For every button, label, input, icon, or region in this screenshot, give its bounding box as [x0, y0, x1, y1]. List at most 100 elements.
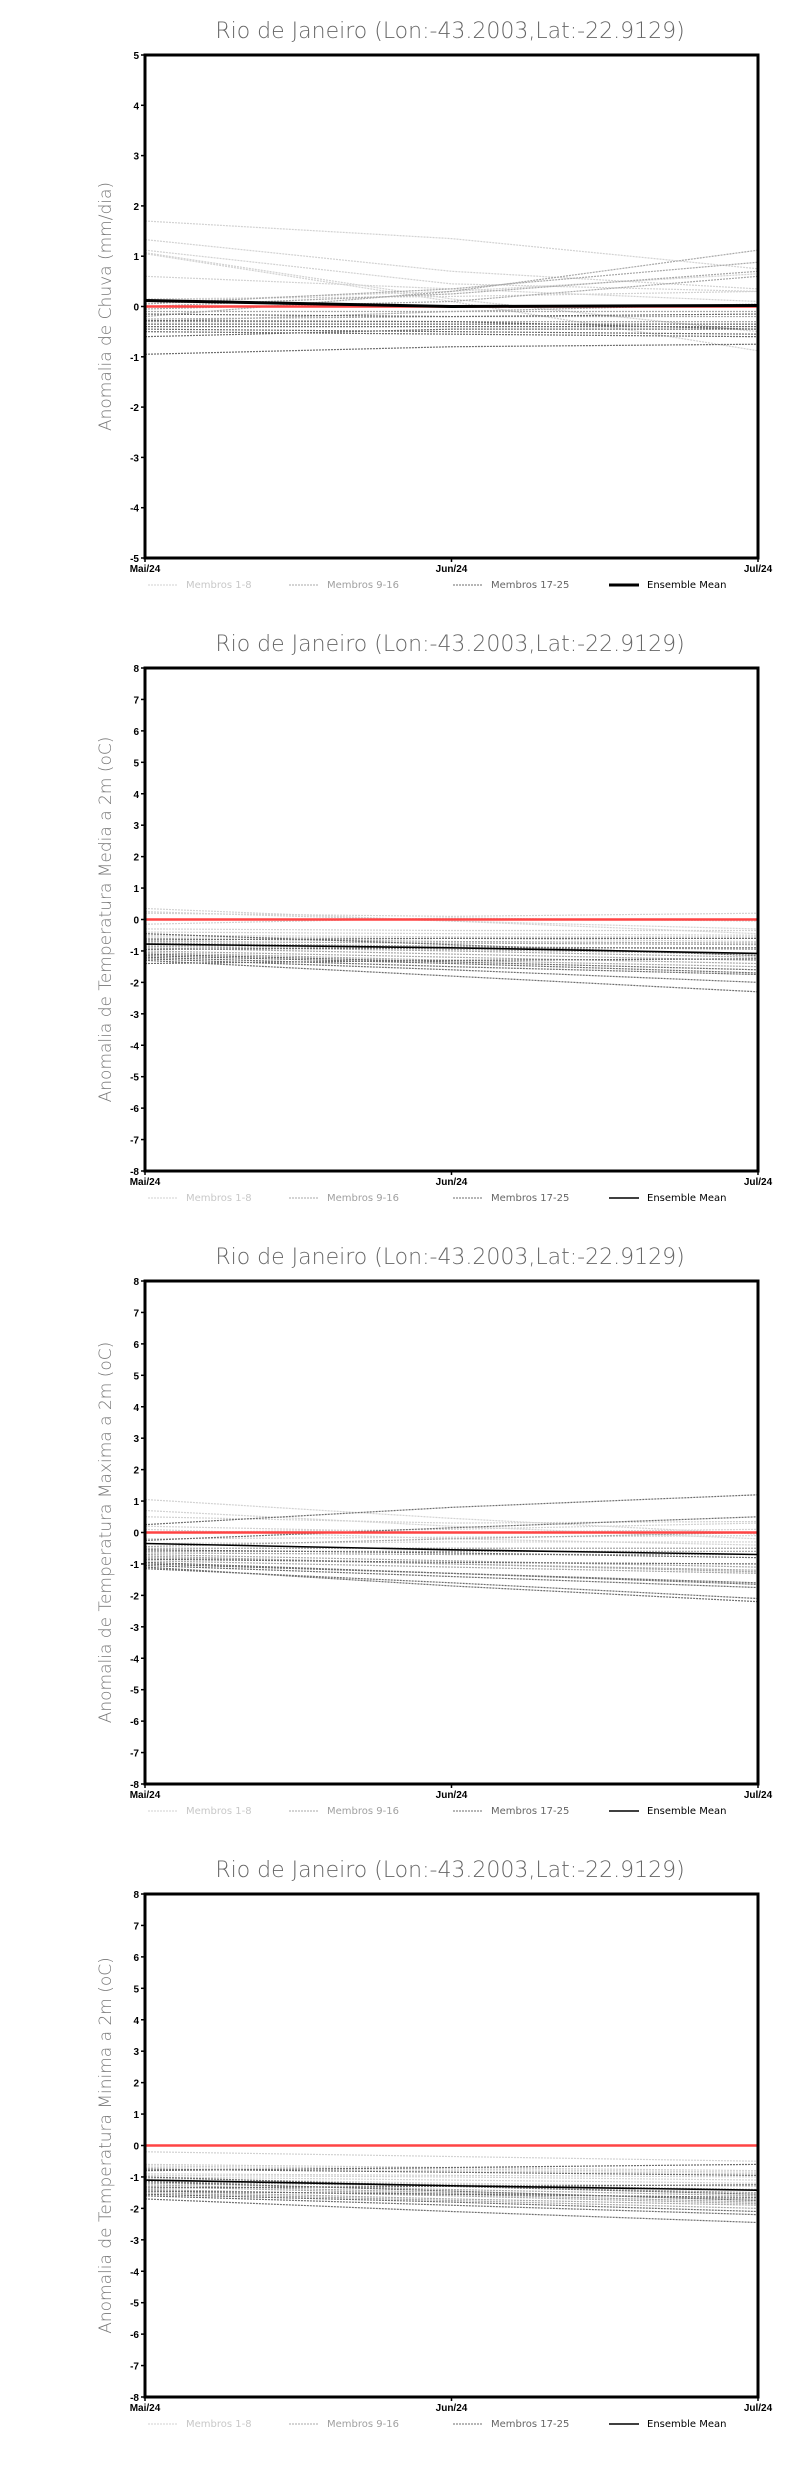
legend-label: Membros 17-25 — [491, 580, 569, 591]
chart-svg: Rio de Janeiro (Lon:-43.2003,Lat:-22.912… — [96, 632, 773, 1204]
legend-label: Membros 9-16 — [327, 1806, 399, 1817]
plot-frame — [143, 1279, 760, 1786]
x-tick-label: Mai/24 — [130, 2403, 161, 2414]
y-tick-label: -2 — [130, 1591, 139, 1602]
member-line-12 — [144, 1552, 758, 1556]
member-line-2 — [144, 1509, 759, 1540]
legend-label: Membros 9-16 — [327, 1193, 399, 1204]
y-tick-label: -7 — [130, 1749, 139, 1760]
chart-svg: Rio de Janeiro (Lon:-43.2003,Lat:-22.912… — [96, 1858, 773, 2430]
member-line-7 — [144, 2176, 759, 2184]
legend-item-2: Membros 9-16 — [289, 2419, 399, 2430]
plot-frame — [143, 666, 760, 1173]
member-line-7 — [144, 934, 758, 938]
y-tick-label: -5 — [130, 2299, 139, 2310]
legend-label: Ensemble Mean — [647, 580, 726, 591]
legend-label: Membros 17-25 — [491, 1193, 569, 1204]
member-line-20 — [144, 331, 759, 338]
ensemble-mean-line — [144, 1542, 759, 1556]
y-tick-label: -4 — [130, 1041, 139, 1052]
y-tick-label: 3 — [133, 1434, 139, 1445]
member-line-14 — [144, 947, 759, 961]
member-line-3 — [144, 1516, 759, 1524]
member-line-21 — [144, 959, 759, 993]
member-line-19 — [144, 328, 759, 335]
y-tick-label: -1 — [130, 947, 139, 958]
y-tick-label: -8 — [130, 1780, 139, 1791]
y-tick-label: -5 — [130, 554, 139, 565]
y-tick-label: 2 — [133, 853, 139, 864]
member-line-13 — [144, 1553, 759, 1568]
ensemble-mean-line — [144, 298, 759, 309]
member-line-7 — [144, 1535, 759, 1540]
member-line-24 — [144, 1558, 759, 1565]
y-tick-label: -8 — [130, 1167, 139, 1178]
y-tick-label: -3 — [130, 1623, 139, 1634]
member-line-22 — [144, 1516, 759, 1541]
y-tick-label: 5 — [133, 1371, 139, 1382]
member-line-6 — [144, 2174, 759, 2181]
legend-item-3: Membros 17-25 — [453, 580, 569, 591]
legend-label: Ensemble Mean — [647, 1193, 726, 1204]
y-tick-label: 4 — [133, 2016, 139, 2027]
y-tick-label: -4 — [130, 1654, 139, 1665]
y-tick-label: -5 — [130, 1073, 139, 1084]
member-line-19 — [144, 2198, 759, 2224]
member-line-13 — [144, 945, 759, 958]
member-line-24 — [144, 937, 758, 941]
y-tick-label: -5 — [130, 1686, 139, 1697]
legend-item-4: Ensemble Mean — [609, 580, 726, 591]
y-tick-label: 7 — [133, 1308, 139, 1319]
member-line-24 — [144, 2168, 759, 2176]
y-tick-label: -2 — [130, 2204, 139, 2215]
legend-label: Membros 1-8 — [186, 580, 252, 591]
member-line-9 — [144, 1531, 759, 1548]
y-tick-label: -1 — [130, 2173, 139, 2184]
y-tick-label: 4 — [133, 790, 139, 801]
y-tick-label: 7 — [133, 1921, 139, 1932]
member-line-5 — [144, 2173, 759, 2178]
legend-item-3: Membros 17-25 — [453, 2419, 569, 2430]
legend-item-1: Membros 1-8 — [148, 1193, 252, 1204]
y-tick-label: 8 — [133, 1890, 139, 1901]
member-line-25 — [144, 319, 759, 330]
chart-svg: Rio de Janeiro (Lon:-43.2003,Lat:-22.912… — [96, 1245, 773, 1817]
y-tick-label: 6 — [133, 1340, 139, 1351]
y-tick-label: 6 — [133, 727, 139, 738]
legend-label: Membros 1-8 — [186, 1193, 252, 1204]
member-line-3 — [144, 249, 759, 293]
y-tick-label: 3 — [133, 152, 139, 163]
x-tick-label: Jul/24 — [744, 2403, 773, 2414]
y-tick-label: 5 — [133, 758, 139, 769]
x-tick-label: Jul/24 — [744, 564, 773, 575]
member-line-19 — [144, 1564, 759, 1589]
y-tick-label: -3 — [130, 2236, 139, 2247]
chart-title: Rio de Janeiro (Lon:-43.2003,Lat:-22.912… — [215, 1858, 684, 1883]
y-tick-label: -6 — [130, 1717, 139, 1728]
y-tick-label: 2 — [133, 202, 139, 213]
member-line-2 — [144, 239, 759, 290]
legend-item-1: Membros 1-8 — [148, 2419, 252, 2430]
member-line-23 — [144, 1549, 759, 1559]
y-tick-label: 8 — [133, 1277, 139, 1288]
member-line-8 — [144, 1541, 758, 1545]
member-line-17 — [144, 1561, 759, 1584]
y-tick-label: 5 — [133, 51, 139, 62]
y-tick-label: -7 — [130, 1136, 139, 1147]
chart-panel-3: Rio de Janeiro (Lon:-43.2003,Lat:-22.912… — [0, 1226, 800, 1839]
plot-frame — [143, 53, 760, 560]
x-tick-label: Mai/24 — [130, 1790, 161, 1801]
member-line-3 — [144, 912, 759, 917]
ensemble-mean-line — [144, 943, 759, 955]
y-axis-label: Anomalia de Chuva (mm/dia) — [96, 182, 116, 431]
member-line-8 — [144, 273, 759, 303]
member-line-13 — [144, 249, 759, 318]
y-tick-label: 6 — [133, 1953, 139, 1964]
legend-label: Membros 1-8 — [186, 1806, 252, 1817]
legend-item-3: Membros 17-25 — [453, 1193, 569, 1204]
chart-panel-4: Rio de Janeiro (Lon:-43.2003,Lat:-22.912… — [0, 1839, 800, 2452]
y-tick-label: -3 — [130, 453, 139, 464]
member-line-24 — [144, 313, 759, 318]
member-line-25 — [144, 1566, 759, 1603]
plot-frame — [143, 1892, 760, 2399]
